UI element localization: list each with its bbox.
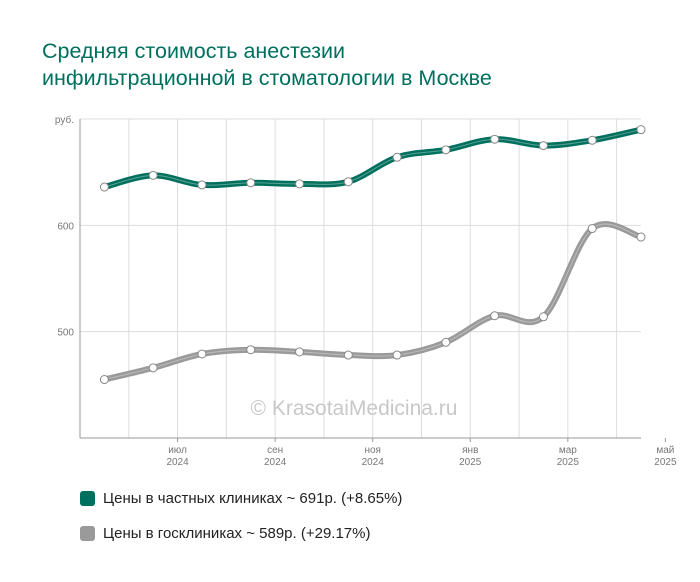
x-tick-label-month: сен	[267, 445, 283, 456]
data-point	[441, 145, 451, 155]
axes: 500600руб.июл2024сен2024ноя2024янв2025ма…	[55, 114, 677, 468]
data-point	[441, 337, 451, 347]
line-chart: 500600руб.июл2024сен2024ноя2024янв2025ма…	[55, 114, 677, 468]
legend-swatch-private	[80, 491, 95, 506]
data-point	[490, 311, 500, 321]
y-tick-label: 500	[57, 328, 74, 339]
chart-title: Средняя стоимость анестезии инфильтрацио…	[42, 38, 662, 92]
data-point	[148, 170, 158, 180]
data-point	[392, 152, 402, 162]
data-point	[246, 178, 256, 188]
y-tick-label: 600	[57, 221, 74, 232]
watermark: © KrasotaiMedicina.ru	[251, 397, 458, 420]
data-point	[197, 349, 207, 359]
grid	[80, 118, 641, 438]
data-point	[636, 232, 646, 242]
data-point	[295, 179, 305, 189]
data-point	[538, 312, 548, 322]
legend-swatch-public	[80, 526, 95, 541]
data-point	[538, 141, 548, 151]
x-tick-label-year: 2024	[264, 457, 287, 468]
x-tick-label-month: ноя	[364, 445, 381, 456]
chart-title-line-1: Средняя стоимость анестезии	[42, 39, 345, 63]
data-point	[392, 350, 402, 360]
data-point	[246, 345, 256, 355]
x-tick-label-year: 2024	[166, 457, 189, 468]
x-tick-label-year: 2025	[459, 457, 482, 468]
data-point	[148, 363, 158, 373]
x-tick-label-month: июл	[168, 445, 187, 456]
x-tick-label-month: май	[656, 445, 674, 456]
x-tick-label-month: янв	[462, 445, 478, 456]
legend-label-public: Цены в госклиниках ~ 589р. (+29.17%)	[103, 525, 371, 542]
data-point	[99, 375, 109, 385]
x-tick-label-year: 2024	[362, 457, 385, 468]
legend-label-private: Цены в частных клиниках ~ 691р. (+8.65%)	[103, 490, 403, 507]
data-point	[197, 180, 207, 190]
data-point	[295, 347, 305, 357]
data-point	[587, 135, 597, 145]
x-tick-label-year: 2025	[654, 457, 677, 468]
data-point	[490, 134, 500, 144]
chart-title-line-2: инфильтрационной в стоматологии в Москве	[42, 66, 492, 90]
y-axis-unit-label: руб.	[55, 114, 74, 126]
data-point	[636, 125, 646, 135]
x-tick-label-month: мар	[559, 445, 577, 456]
data-point	[99, 182, 109, 192]
series	[99, 125, 646, 385]
data-point	[343, 350, 353, 360]
data-point	[343, 177, 353, 187]
legend-item-private[interactable]: Цены в частных клиниках ~ 691р. (+8.65%)	[80, 490, 402, 507]
data-point	[587, 224, 597, 234]
legend-item-public[interactable]: Цены в госклиниках ~ 589р. (+29.17%)	[80, 525, 370, 542]
x-tick-label-year: 2025	[557, 457, 580, 468]
